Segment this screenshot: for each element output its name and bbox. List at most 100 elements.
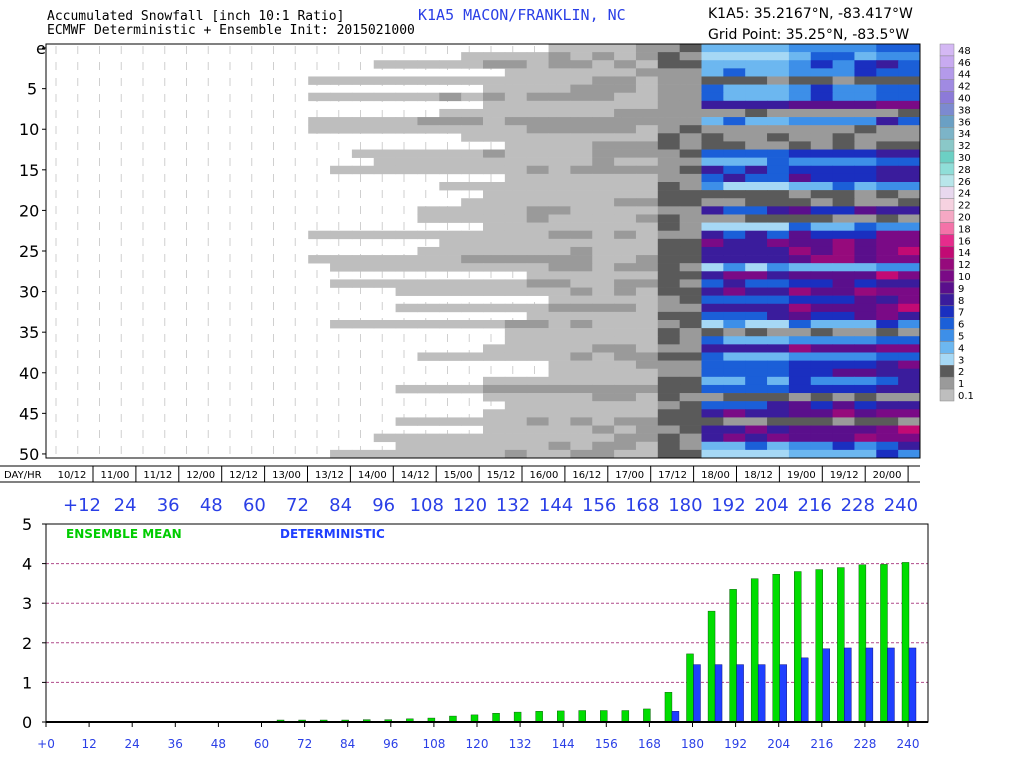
heatmap-cell bbox=[898, 263, 921, 272]
heatmap-cell bbox=[570, 60, 593, 69]
heatmap-cell bbox=[876, 52, 899, 61]
heatmap-cell bbox=[832, 295, 855, 305]
ensemble-mean-bar bbox=[880, 564, 888, 723]
heatmap-cell bbox=[745, 393, 768, 402]
heatmap-cell bbox=[723, 92, 746, 102]
heatmap-cell bbox=[483, 182, 506, 191]
heatmap-cell bbox=[548, 295, 571, 305]
heatmap-cell bbox=[898, 173, 921, 183]
heatmap-cell bbox=[548, 376, 571, 386]
heatmap-cell bbox=[788, 352, 812, 361]
heatmap-cell bbox=[657, 68, 681, 77]
heatmap-cell bbox=[767, 303, 790, 313]
heatmap-cell bbox=[417, 60, 440, 69]
heatmap-cell bbox=[483, 255, 506, 264]
heatmap-cell bbox=[439, 214, 462, 223]
heatmap-cell bbox=[657, 417, 681, 426]
heatmap-cell bbox=[483, 100, 506, 110]
heatmap-cell bbox=[614, 425, 637, 434]
member-tick-label: 50 bbox=[19, 445, 39, 464]
heatmap-cell bbox=[592, 384, 615, 394]
heatmap-cell bbox=[788, 157, 812, 167]
heatmap-cell bbox=[657, 117, 681, 126]
heatmap-cell bbox=[592, 44, 615, 53]
heatmap-cell bbox=[832, 190, 855, 199]
heatmap-cell bbox=[854, 295, 877, 305]
heatmap-cell bbox=[832, 100, 855, 110]
heatmap-cell bbox=[635, 320, 659, 329]
heatmap-cell bbox=[570, 246, 593, 256]
heatmap-cell bbox=[526, 279, 550, 288]
heatmap-cell bbox=[614, 214, 637, 223]
heatmap-cell bbox=[854, 206, 877, 215]
heatmap-cell bbox=[439, 246, 462, 256]
heatmap-cell bbox=[592, 246, 615, 256]
heatmap-cell bbox=[876, 125, 899, 134]
heatmap-cell bbox=[592, 336, 615, 345]
heatmap-cell bbox=[614, 133, 637, 142]
heatmap-cell bbox=[351, 76, 375, 85]
heatmap-cell bbox=[898, 117, 921, 126]
heatmap-cell bbox=[745, 117, 768, 126]
heatmap-cell bbox=[745, 108, 768, 118]
heatmap-cell bbox=[832, 449, 855, 459]
heatmap-cell bbox=[635, 303, 659, 313]
heatmap-cell bbox=[745, 125, 768, 134]
heatmap-cell bbox=[723, 376, 746, 386]
heatmap-cell bbox=[723, 255, 746, 264]
heatmap-cell bbox=[898, 255, 921, 264]
heatmap-cell bbox=[570, 92, 593, 102]
heatmap-cell bbox=[788, 425, 812, 434]
heatmap-cell bbox=[308, 255, 331, 264]
heatmap-cell bbox=[548, 84, 571, 94]
heatmap-cell bbox=[308, 117, 331, 126]
heatmap-cell bbox=[679, 352, 702, 361]
heatmap-cell bbox=[548, 393, 571, 402]
grid-point-coordinates: Grid Point: 35.25°N, -83.5°W bbox=[708, 27, 910, 43]
heatmap-cell bbox=[614, 198, 637, 207]
heatmap-cell bbox=[701, 320, 724, 329]
bar-x-tick-label: 12 bbox=[81, 737, 96, 751]
heatmap-cell bbox=[767, 60, 790, 69]
heatmap-cell bbox=[657, 92, 681, 102]
heatmap-cell bbox=[570, 303, 593, 313]
heatmap-cell bbox=[614, 238, 637, 248]
heatmap-cell bbox=[570, 222, 593, 232]
heatmap-cell bbox=[854, 263, 877, 272]
heatmap-cell bbox=[876, 401, 899, 410]
heatmap-cell bbox=[526, 190, 550, 199]
heatmap-cell bbox=[526, 230, 550, 240]
legend-level-label: 46 bbox=[958, 58, 971, 69]
heatmap-cell bbox=[854, 117, 877, 126]
heatmap-cell bbox=[679, 320, 702, 329]
heatmap-cell bbox=[767, 117, 790, 126]
heatmap-cell bbox=[548, 173, 571, 183]
heatmap-cell bbox=[592, 287, 615, 296]
deterministic-bar bbox=[736, 664, 744, 723]
heatmap-cell bbox=[767, 360, 790, 370]
heatmap-cell bbox=[395, 92, 418, 102]
heatmap-cell bbox=[854, 157, 877, 167]
heatmap-cell bbox=[592, 238, 615, 248]
heatmap-cell bbox=[592, 230, 615, 240]
heatmap-cell bbox=[898, 287, 921, 296]
heatmap-cell bbox=[504, 263, 528, 272]
heatmap-cell bbox=[635, 84, 659, 94]
heatmap-cell bbox=[483, 214, 506, 223]
heatmap-cell bbox=[657, 255, 681, 264]
heatmap-cell bbox=[461, 263, 484, 272]
heatmap-cell bbox=[439, 182, 462, 191]
heatmap-cell bbox=[635, 92, 659, 102]
heatmap-cell bbox=[745, 246, 768, 256]
heatmap-cell bbox=[526, 425, 550, 434]
deterministic-bar bbox=[757, 664, 766, 723]
lead-hour-label: 120 bbox=[453, 495, 487, 516]
heatmap-cell bbox=[439, 76, 462, 85]
heatmap-cell bbox=[570, 108, 593, 118]
heatmap-cell bbox=[570, 425, 593, 434]
heatmap-cell bbox=[592, 393, 615, 402]
heatmap-cell bbox=[417, 165, 440, 175]
heatmap-cell bbox=[526, 108, 550, 118]
heatmap-cell bbox=[723, 52, 746, 61]
heatmap-cell bbox=[832, 157, 855, 167]
